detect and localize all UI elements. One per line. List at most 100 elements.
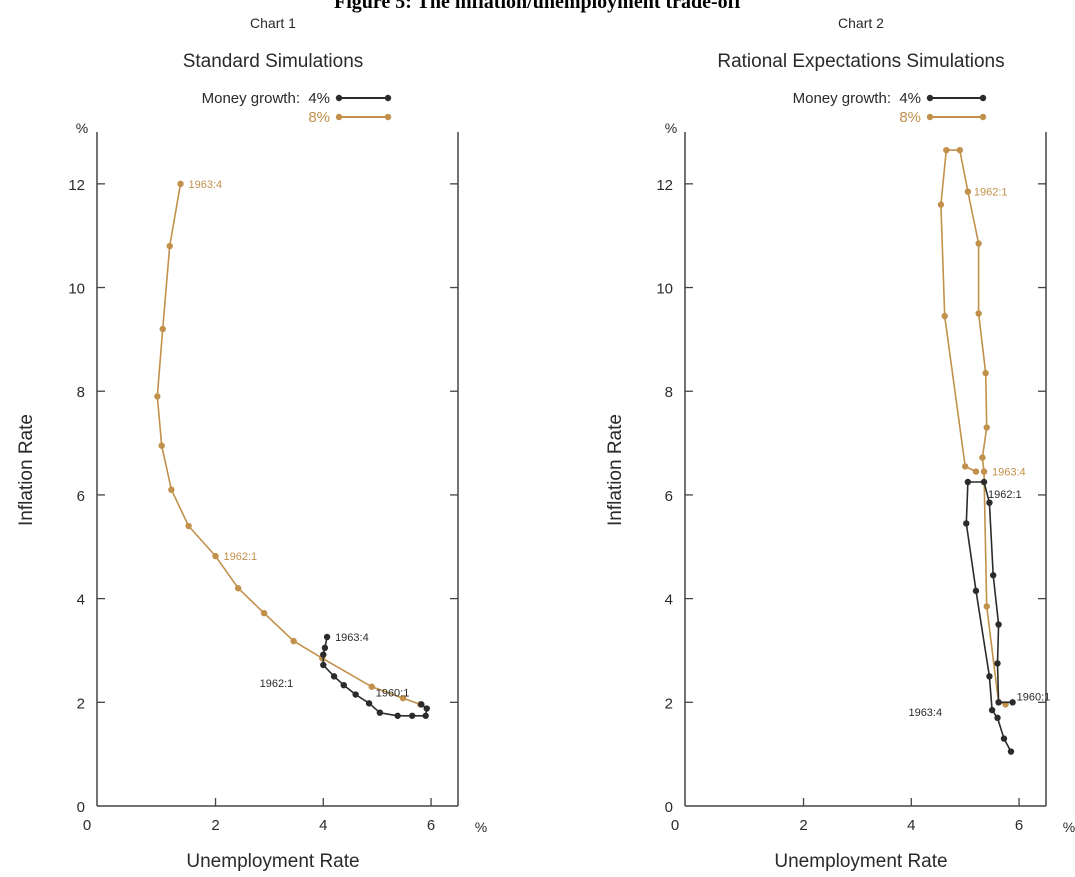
y-tick-label: 12	[656, 177, 673, 194]
data-point-4pct	[986, 499, 993, 506]
data-point-4pct	[1009, 699, 1016, 706]
data-point-8pct	[166, 242, 173, 250]
legend-marker	[926, 94, 934, 102]
series-line-8pct	[940, 149, 1006, 706]
data-point-8pct	[177, 180, 184, 188]
series-line-4pct	[322, 636, 428, 717]
legend-prefix: Money growth:	[793, 90, 891, 107]
x-tick-label: 6	[1015, 817, 1023, 834]
legend-label-4pct: 4%	[899, 90, 921, 107]
axes: 0 2 4 6 8 10 12 0 2 4 6%% Unemployment Rate Inflatio…	[16, 120, 487, 872]
point-annotation-4pct: 1962:1	[260, 678, 294, 690]
data-point-4pct	[994, 660, 1001, 667]
y-tick-label: 12	[68, 177, 85, 194]
y-tick-label: 6	[665, 488, 673, 505]
data-point-8pct	[212, 552, 219, 560]
data-point-4pct	[323, 633, 331, 641]
legend-label-4pct: 4%	[308, 90, 330, 107]
data-point-4pct	[1000, 735, 1008, 742]
y-axis-title: Inflation Rate	[605, 414, 626, 526]
data-point-8pct	[980, 468, 988, 475]
data-point-4pct	[423, 705, 430, 712]
y-tick-label: 8	[77, 384, 85, 401]
legend: Money growth: 4% 8%	[793, 90, 987, 126]
point-annotation-8pct: 1962:1	[974, 187, 1008, 199]
data-point-8pct	[937, 201, 945, 208]
data-point-8pct	[961, 463, 969, 470]
data-point-8pct	[983, 424, 990, 431]
chart-label: Chart 1	[250, 15, 296, 31]
data-point-8pct	[979, 454, 986, 461]
x-tick-label: 0	[671, 817, 679, 834]
x-tick-label: 6	[427, 817, 435, 834]
y-axis-title: Inflation Rate	[16, 414, 37, 526]
data-point-4pct	[988, 706, 996, 714]
data-point-4pct	[376, 709, 384, 716]
data-point-4pct	[995, 621, 1002, 628]
chart-title: Standard Simulations	[183, 51, 364, 72]
series-8pct: 1963:4 1962:1	[937, 146, 1026, 708]
y-tick-label: 2	[77, 695, 85, 712]
data-point-8pct	[290, 637, 297, 645]
legend-marker	[979, 94, 987, 102]
legend-marker	[979, 113, 987, 121]
data-point-4pct	[320, 651, 327, 658]
data-point-4pct	[994, 714, 1001, 722]
data-point-8pct	[234, 585, 242, 592]
data-point-4pct	[986, 673, 993, 680]
point-annotation-4pct: 1963:4	[335, 632, 369, 644]
y-tick-label: 4	[77, 592, 85, 609]
x-tick-label: 4	[907, 817, 915, 834]
point-annotation-8pct: 1963:4	[189, 179, 223, 191]
y-tick-label: 10	[656, 281, 673, 298]
y-tick-label: 0	[77, 799, 85, 816]
data-point-4pct	[989, 572, 997, 579]
series-8pct: 1963:4 1962:1	[154, 179, 424, 708]
y-tick-label: 4	[665, 592, 673, 609]
data-point-8pct	[368, 683, 375, 690]
point-annotation-4pct: 1963:4	[908, 707, 942, 719]
legend-marker	[384, 113, 392, 121]
x-tick-label: 4	[319, 817, 327, 834]
x-axis-title: Unemployment Rate	[774, 851, 947, 872]
data-point-8pct	[154, 393, 161, 400]
data-point-4pct	[963, 520, 970, 527]
data-point-8pct	[975, 240, 982, 247]
data-point-4pct	[330, 673, 338, 680]
y-tick-label: 6	[77, 488, 85, 505]
data-point-4pct	[972, 587, 980, 595]
data-point-4pct	[394, 712, 401, 719]
y-tick-label: 2	[665, 695, 673, 712]
data-point-8pct	[982, 369, 989, 377]
data-point-4pct	[365, 700, 373, 707]
data-point-4pct	[409, 712, 416, 719]
x-axis-title: Unemployment Rate	[186, 851, 359, 872]
x-tick-label: 2	[211, 817, 219, 834]
data-point-4pct	[995, 699, 1002, 706]
series-4pct: 1963:4 1962:1 1960:1	[260, 632, 430, 719]
legend-marker	[926, 113, 934, 121]
data-point-8pct	[956, 146, 963, 154]
data-point-4pct	[340, 681, 347, 689]
data-point-8pct	[941, 312, 948, 320]
legend-marker	[335, 94, 343, 102]
chart-label: Chart 2	[838, 15, 884, 31]
legend-marker	[384, 94, 392, 102]
figure-title: Figure 5: The inflation/unemployment tra…	[333, 0, 742, 13]
data-point-8pct	[399, 694, 407, 702]
x-unit-label: %	[1063, 819, 1075, 835]
legend-marker	[335, 113, 343, 121]
data-point-8pct	[168, 486, 175, 493]
legend-label-8pct: 8%	[308, 109, 330, 126]
axes: 0 2 4 6 8 10 12 0 2 4 6%% Unemployment Rate Inflatio…	[605, 120, 1075, 872]
y-tick-label: 0	[665, 799, 673, 816]
data-point-8pct	[185, 522, 192, 530]
data-point-8pct	[943, 146, 950, 154]
x-tick-label: 0	[83, 817, 91, 834]
series-4pct: 1963:4 1962:1 1960:1	[908, 478, 1050, 755]
data-point-4pct	[1007, 748, 1015, 755]
point-annotation-4pct: 1960:1	[376, 687, 410, 699]
y-tick-label: 8	[665, 384, 673, 401]
x-unit-label: %	[475, 819, 487, 835]
